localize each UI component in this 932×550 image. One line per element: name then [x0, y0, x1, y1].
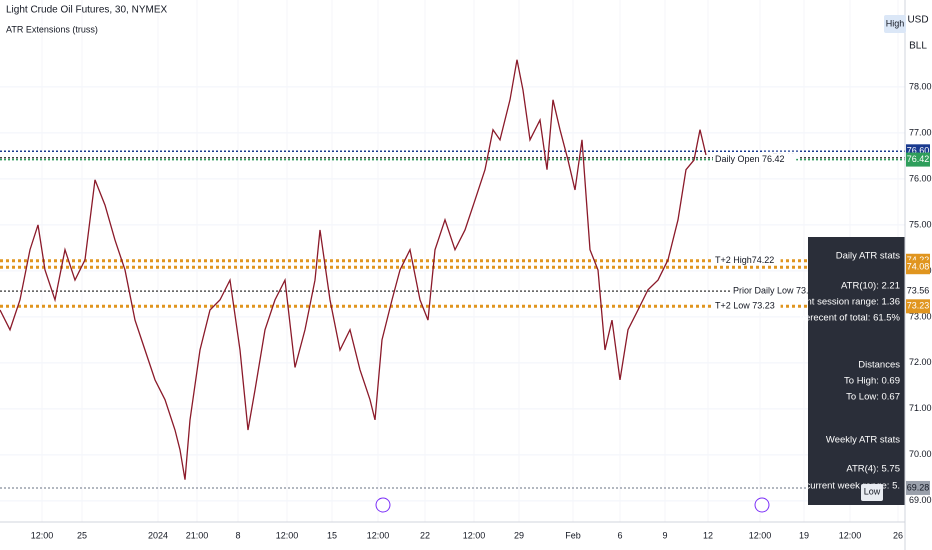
- y-tick-label: 76.00: [909, 173, 932, 183]
- y-tick-label: 78.00: [909, 81, 932, 91]
- note-bg: [713, 300, 781, 313]
- x-tick-label: 12:00: [749, 530, 772, 540]
- x-tick-label: Feb: [565, 530, 581, 540]
- price-tag: 69.28: [907, 482, 930, 492]
- x-tick-label: 22: [420, 530, 430, 540]
- chart-title: Light Crude Oil Futures, 30, NYMEX: [6, 5, 168, 16]
- panel-line: ATR(10): 2.21: [841, 281, 900, 292]
- price-tag-bg: [906, 152, 930, 167]
- x-tick-label: 19: [799, 530, 809, 540]
- level-note: Daily Open 76.42: [715, 154, 785, 164]
- x-tick-label: 9: [662, 530, 667, 540]
- x-tick-label: 8: [235, 530, 240, 540]
- price-tag: 76.42: [907, 154, 930, 164]
- x-tick-label: 12:00: [839, 530, 862, 540]
- panel-line: ATR(4): 5.75: [846, 464, 900, 475]
- price-tag-bg: [906, 299, 930, 314]
- price-line: [0, 59, 707, 480]
- level-note: T+2 High74.22: [715, 255, 774, 265]
- x-tick-label: 12:00: [276, 530, 299, 540]
- x-tick-label: 25: [77, 530, 87, 540]
- y-tick-label: 75.00: [909, 219, 932, 229]
- price-tag-bg: [906, 284, 930, 299]
- x-tick-label: 12: [703, 530, 713, 540]
- price-tag-bg: [906, 480, 930, 495]
- y-tick-label: 69.00: [909, 495, 932, 505]
- stats-panel: [808, 237, 905, 505]
- currency: USD: [907, 15, 928, 26]
- y-tick-label: 72.00: [909, 357, 932, 367]
- x-tick-label: 29: [514, 530, 524, 540]
- note-bg: [713, 153, 797, 166]
- x-tick-label: 15: [327, 530, 337, 540]
- panel-line: Daily ATR stats: [836, 251, 900, 262]
- price-tag-bg: [906, 260, 930, 275]
- low-badge-bg: [861, 484, 883, 501]
- level-note: Prior Daily Low 73.56: [733, 285, 819, 295]
- price-tag: 76.60: [907, 146, 930, 156]
- x-tick-label: 2024: [148, 530, 168, 540]
- panel-line: To High: 0.69: [844, 376, 900, 387]
- note-bg: [713, 254, 781, 267]
- indicator-name: ATR Extensions (truss): [6, 24, 98, 34]
- level-note: T+2 Low 73.23: [715, 301, 775, 311]
- panel-line: perecent of total: 61.5%: [800, 313, 901, 324]
- panel-text: Daily ATR stats ATR(10): 2.21 current sess…: [785, 251, 901, 492]
- price-tag: 73.56: [907, 285, 930, 295]
- y-tick-label: 77.00: [909, 127, 932, 137]
- axes: 69.0070.0071.0072.0073.0074.0075.0076.00…: [31, 81, 932, 540]
- x-tick-label: 12:00: [31, 530, 54, 540]
- high-badge: High: [886, 18, 905, 28]
- panel-line: Weekly ATR stats: [826, 435, 900, 446]
- x-tick-label: 12:00: [367, 530, 390, 540]
- unit: BLL: [909, 41, 927, 52]
- price-tag: 73.23: [907, 301, 930, 311]
- y-tick-label: 73.00: [909, 311, 932, 321]
- high-badge-bg: [884, 15, 906, 33]
- levels: e 76.46Daily Open 76.42T+2 High74.22Prio…: [0, 150, 905, 489]
- y-tick-label: 70.00: [909, 449, 932, 459]
- price-tag: 74.22: [907, 255, 930, 265]
- x-tick-label: 6: [617, 530, 622, 540]
- price-tag: 74.08: [907, 262, 930, 272]
- event-icon[interactable]: [375, 497, 391, 513]
- panel-line: Distances: [858, 360, 900, 371]
- x-tick-label: 26: [893, 530, 903, 540]
- panel-line: current week range: 5.: [805, 481, 900, 492]
- x-tick-label: 12:00: [463, 530, 486, 540]
- low-badge: Low: [864, 486, 881, 496]
- panel-line: current session range: 1.36: [785, 297, 900, 308]
- plot: [0, 59, 707, 480]
- event-icon[interactable]: [754, 497, 770, 513]
- y-tick-label: 71.00: [909, 403, 932, 413]
- panel-line: To Low: 0.67: [846, 392, 900, 403]
- x-tick-label: 21:00: [186, 530, 209, 540]
